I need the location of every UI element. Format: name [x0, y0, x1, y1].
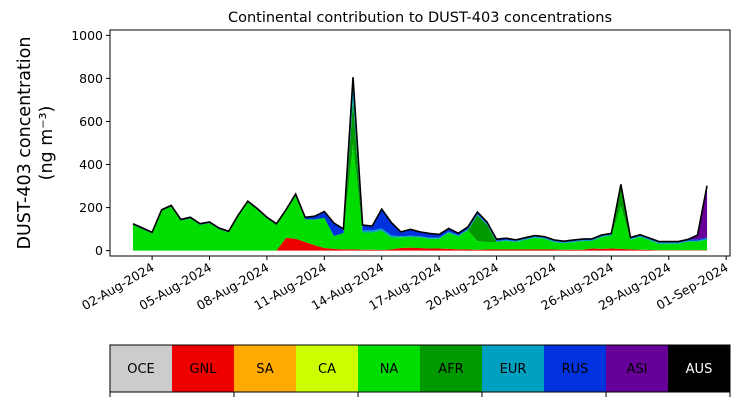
legend-label-oce: OCE — [127, 362, 155, 377]
legend-swatch-asi — [606, 345, 668, 392]
y-axis-label-line2: (ng m⁻³) — [37, 106, 57, 181]
legend-frame — [109, 344, 731, 393]
legend-swatch-eur — [482, 345, 544, 392]
legend-label-afr: AFR — [438, 362, 463, 377]
y-tick-label: 0 — [95, 243, 103, 258]
legend-label-ca: CA — [318, 362, 336, 377]
legend-label-gnl: GNL — [189, 362, 217, 377]
y-tick-label: 600 — [79, 114, 103, 129]
y-axis-label: DUST-403 concentration (ng m⁻³) — [15, 37, 57, 250]
legend-swatch-afr — [420, 345, 482, 392]
series-area-na — [132, 143, 708, 251]
chart-title: Continental contribution to DUST-403 con… — [228, 10, 612, 26]
y-axis-label-line1: DUST-403 concentration — [15, 37, 35, 250]
plot-area — [132, 77, 708, 251]
legend: OCE GNL SA CA NA AFR EUR RUS ASI AUS — [109, 344, 731, 397]
legend-label-aus: AUS — [686, 362, 713, 377]
legend-swatch-oce — [110, 345, 172, 392]
legend-swatch-na — [358, 345, 420, 392]
y-tick-label: 800 — [79, 71, 103, 86]
legend-label-asi: ASI — [627, 362, 648, 377]
legend-swatch-aus — [668, 345, 730, 392]
legend-label-sa: SA — [256, 362, 273, 377]
legend-label-eur: EUR — [500, 362, 527, 377]
legend-label-rus: RUS — [562, 362, 589, 377]
y-tick-label: 200 — [79, 200, 103, 215]
total-outline — [132, 77, 708, 243]
axes: 0200400600800100002-Aug-202405-Aug-20240… — [71, 28, 731, 313]
y-tick-label: 1000 — [71, 28, 103, 43]
legend-swatch-rus — [544, 345, 606, 392]
legend-swatch-sa — [234, 345, 296, 392]
legend-swatch-ca — [296, 345, 358, 392]
legend-label-na: NA — [380, 362, 399, 377]
plot-frame — [109, 29, 731, 257]
y-tick-label: 400 — [79, 157, 103, 172]
legend-swatch-gnl — [172, 345, 234, 392]
